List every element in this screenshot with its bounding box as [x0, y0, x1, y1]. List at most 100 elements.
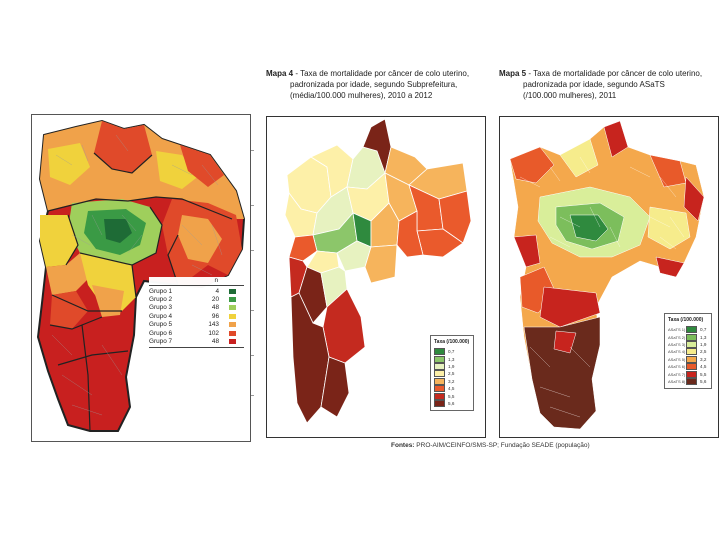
group-color-swatch — [229, 330, 236, 336]
map5-legend-swatch — [686, 377, 697, 385]
group-legend-row: Grupo 1 4 — [149, 287, 244, 295]
map4-legend-row: 5,5 — [434, 392, 470, 400]
map5-legend-label: ASaTS 3) — [668, 341, 686, 347]
map4-legend-swatch — [434, 392, 445, 400]
group-count: 20 — [211, 296, 219, 304]
group-count: 4 — [215, 287, 219, 295]
source-footer: Fontes: PRO-AIM/CEINFO/SMS-SP; Fundação … — [391, 442, 590, 449]
map4-legend-value: 0,7 — [448, 349, 455, 355]
map5-legend-row: ASaTS 8) 5,6 — [668, 377, 708, 385]
map5-legend-title: Taxa (/100.000) — [668, 317, 704, 323]
group-legend-row: Grupo 5 143 — [149, 321, 244, 329]
map5-legend-swatch — [686, 340, 697, 348]
map5-panel: Taxa (/100.000) ASaTS 1) 0,7 ASaTS 2) 1,3 AS… — [499, 116, 719, 438]
map4-legend-value: 3,2 — [448, 378, 455, 384]
group-legend-row: Grupo 7 48 — [149, 337, 244, 345]
map5-legend-swatch — [686, 363, 697, 371]
group-name: Grupo 6 — [149, 329, 173, 337]
map5-legend-value: 5,6 — [700, 378, 707, 384]
map5-line-2: padronizada por idade, segundo ASaTS — [523, 80, 665, 89]
map4-legend-row: 0,7 — [434, 348, 470, 356]
map4-label: Mapa 4 — [266, 69, 294, 78]
map4-legend-value: 2,5 — [448, 371, 455, 377]
groups-map-panel: n Grupo 1 4 Grupo 2 20 Grupo 3 48 Grupo 4 96 Gru… — [31, 114, 251, 442]
map5-legend-value: 5,5 — [700, 371, 707, 377]
group-legend: n Grupo 1 4 Grupo 2 20 Grupo 3 48 Grupo 4 96 Gru… — [149, 277, 244, 349]
map5-legend-swatch — [686, 333, 697, 341]
map4-legend-row: 1,3 — [434, 355, 470, 363]
map4-legend-value: 5,5 — [448, 393, 455, 399]
map5-legend-swatch — [686, 326, 697, 334]
map5-label: Mapa 5 — [499, 69, 527, 78]
map4-line-2: padronizada por idade, segundo Subprefei… — [290, 80, 458, 89]
map5-legend-row: ASaTS 4) 2,5 — [668, 348, 708, 356]
group-color-swatch — [229, 288, 236, 294]
map4-legend-swatch — [434, 348, 445, 356]
group-color-swatch — [229, 313, 236, 319]
group-name: Grupo 7 — [149, 338, 173, 346]
group-legend-row: Grupo 2 20 — [149, 295, 244, 303]
map4-legend-row: 4,5 — [434, 385, 470, 393]
group-color-swatch — [229, 322, 236, 328]
map4-legend-swatch — [434, 385, 445, 393]
groups-map — [36, 119, 246, 432]
group-name: Grupo 2 — [149, 296, 173, 304]
map5-legend-label: ASaTS 5) — [668, 356, 686, 362]
group-count: 48 — [211, 304, 219, 312]
map4-legend-value: 4,5 — [448, 386, 455, 392]
group-color-swatch — [229, 297, 236, 303]
group-count: 48 — [211, 338, 219, 346]
map4-legend-row: 2,5 — [434, 370, 470, 378]
map4-legend-value: 1,3 — [448, 356, 455, 362]
group-name: Grupo 4 — [149, 312, 173, 320]
map5-legend-label: ASaTS 6) — [668, 364, 686, 370]
map5-legend-value: 1,3 — [700, 334, 707, 340]
map4-legend-swatch — [434, 355, 445, 363]
map5-legend: Taxa (/100.000) ASaTS 1) 0,7 ASaTS 2) 1,3 AS… — [664, 313, 712, 389]
map5-line-1: - Taxa de mortalidade por câncer de colo… — [526, 69, 703, 78]
group-color-swatch — [229, 339, 236, 345]
map4-legend-row: 5,6 — [434, 399, 470, 407]
group-name: Grupo 5 — [149, 321, 173, 329]
map5-legend-row: ASaTS 1) 0,7 — [668, 326, 708, 334]
map5-asats-map — [509, 120, 705, 430]
map5-legend-value: 0,7 — [700, 327, 707, 333]
footer-text: PRO-AIM/CEINFO/SMS-SP; Fundação SEADE (p… — [414, 442, 590, 449]
map4-legend-swatch — [434, 399, 445, 407]
map4-line-1: - Taxa de mortalidade por câncer de colo… — [293, 69, 470, 78]
map5-legend-value: 4,5 — [700, 364, 707, 370]
map5-legend-label: ASaTS 1) — [668, 327, 686, 333]
map5-legend-row: ASaTS 5) 3,2 — [668, 355, 708, 363]
group-legend-row: Grupo 4 96 — [149, 312, 244, 320]
map4-legend-swatch — [434, 377, 445, 385]
map5-legend-label: ASaTS 4) — [668, 349, 686, 355]
map5-legend-label: ASaTS 2) — [668, 334, 686, 340]
map4-legend-title: Taxa (/100.000) — [434, 339, 470, 345]
group-legend-row: Grupo 3 48 — [149, 304, 244, 312]
map4-legend-swatch — [434, 362, 445, 370]
map5-legend-row: ASaTS 2) 1,3 — [668, 333, 708, 341]
map4-legend-value: 1,9 — [448, 363, 455, 369]
map5-legend-swatch — [686, 348, 697, 356]
map4-panel: Taxa (/100.000) 0,7 1,3 1,9 2,5 3,2 4,5 5,5 5,6 — [266, 116, 486, 438]
map4-legend-swatch — [434, 370, 445, 378]
map4-subprefeitura-map — [284, 118, 472, 424]
map5-legend-value: 2,5 — [700, 349, 707, 355]
map5-legend-value: 1,9 — [700, 341, 707, 347]
map4-legend-row: 3,2 — [434, 377, 470, 385]
group-name: Grupo 1 — [149, 287, 173, 295]
group-name: Grupo 3 — [149, 304, 173, 312]
map5-legend-row: ASaTS 7) 5,5 — [668, 370, 708, 378]
group-count: 102 — [208, 329, 219, 337]
map5-legend-label: ASaTS 7) — [668, 371, 686, 377]
group-count: 143 — [208, 321, 219, 329]
map5-legend-label: ASaTS 8) — [668, 378, 686, 384]
map4-legend-value: 5,6 — [448, 400, 455, 406]
map5-legend-swatch — [686, 355, 697, 363]
map4-caption: Mapa 4 - Taxa de mortalidade por câncer … — [266, 68, 492, 101]
map5-legend-row: ASaTS 6) 4,5 — [668, 363, 708, 371]
group-legend-row: Grupo 6 102 — [149, 329, 244, 337]
map5-legend-value: 3,2 — [700, 356, 707, 362]
map4-legend-row: 1,9 — [434, 362, 470, 370]
map5-line-3: (/100.000 mulheres), 2011 — [523, 91, 617, 100]
